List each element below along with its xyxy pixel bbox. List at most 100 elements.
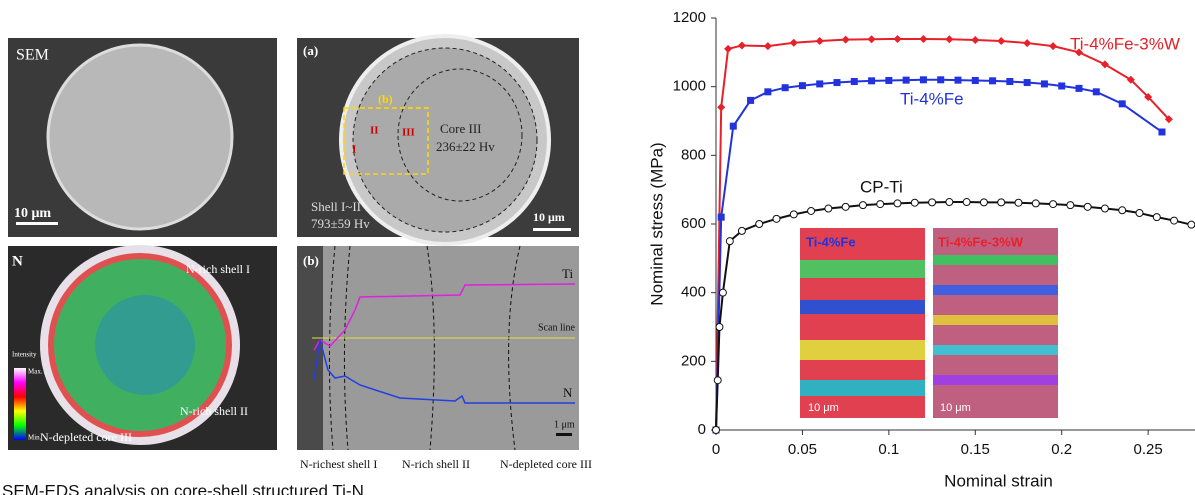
inset-grain bbox=[800, 340, 925, 360]
inset-grain bbox=[933, 285, 1058, 295]
marker bbox=[1126, 75, 1135, 84]
inset-grain bbox=[933, 345, 1058, 355]
marker bbox=[712, 426, 720, 434]
x-tick-label: 0.15 bbox=[961, 441, 990, 458]
marker bbox=[789, 210, 798, 219]
inset-grain bbox=[933, 255, 1058, 265]
marker bbox=[945, 198, 954, 207]
inset-label: Ti-4%Fe-3%W bbox=[938, 234, 1024, 249]
y-tick-label: 400 bbox=[681, 284, 706, 301]
marker bbox=[979, 198, 988, 207]
zone-caption: N-richest shell I bbox=[300, 457, 377, 471]
caption: SEM-EDS analysis on core-shell structure… bbox=[2, 481, 364, 495]
zone-label: III bbox=[402, 127, 415, 139]
marker bbox=[919, 34, 928, 43]
marker bbox=[781, 84, 789, 92]
scale-bar bbox=[533, 228, 571, 231]
inset-grain bbox=[933, 315, 1058, 325]
marker bbox=[928, 198, 937, 207]
marker bbox=[971, 76, 979, 84]
marker bbox=[868, 77, 876, 85]
marker bbox=[764, 88, 772, 96]
inset-scale: 10 μm bbox=[940, 402, 971, 414]
series-label: Ti-4%Fe-3%W bbox=[1070, 34, 1180, 53]
map-annotation: N-rich shell II bbox=[180, 404, 248, 418]
panel-label: (a) bbox=[303, 43, 318, 58]
marker bbox=[789, 38, 798, 47]
marker bbox=[737, 226, 746, 235]
x-axis-title: Nominal strain bbox=[944, 471, 1053, 490]
marker bbox=[954, 76, 962, 84]
shell-label: Shell I~II bbox=[311, 199, 361, 214]
chart: Ti-4%Fe Ti-4%Fe-3%W 10 μm 10 μm 0 200 400 6… bbox=[647, 9, 1195, 490]
marker bbox=[1049, 42, 1058, 51]
y-tick-label: 1200 bbox=[673, 9, 706, 26]
marker bbox=[755, 220, 764, 228]
marker bbox=[893, 199, 902, 208]
marker bbox=[815, 37, 824, 46]
zone-label: I bbox=[352, 144, 356, 156]
core-depleted bbox=[95, 295, 195, 395]
core-boundary bbox=[397, 68, 523, 202]
sem-image bbox=[297, 246, 579, 450]
marker bbox=[747, 96, 755, 104]
marker bbox=[841, 202, 850, 211]
x-tick-label: 0.25 bbox=[1134, 441, 1163, 458]
scale-bar bbox=[556, 433, 572, 436]
inset-label: Ti-4%Fe bbox=[806, 234, 856, 249]
color-bar-title: Intensity bbox=[12, 351, 37, 359]
marker bbox=[763, 42, 772, 51]
marker bbox=[850, 78, 858, 86]
marker bbox=[1152, 213, 1161, 222]
zoom-box bbox=[343, 107, 429, 175]
marker bbox=[1023, 79, 1031, 87]
marker bbox=[962, 198, 971, 207]
particle bbox=[46, 43, 234, 231]
marker bbox=[945, 35, 954, 44]
marker bbox=[717, 213, 725, 221]
series-label: Ti-4%Fe bbox=[900, 89, 964, 108]
profile-label: Ti bbox=[562, 266, 573, 281]
marker bbox=[1006, 78, 1014, 86]
shell-hardness: 793±59 Hv bbox=[311, 216, 370, 231]
marker bbox=[807, 206, 816, 215]
marker bbox=[867, 35, 876, 44]
marker bbox=[772, 214, 781, 223]
marker bbox=[718, 288, 727, 297]
marker bbox=[876, 200, 885, 209]
x-tick-label: 0.1 bbox=[878, 441, 899, 458]
marker bbox=[1023, 39, 1032, 48]
marker bbox=[737, 41, 746, 50]
scale-label: 1 μm bbox=[554, 419, 575, 430]
core-hardness: 236±22 Hv bbox=[436, 139, 495, 154]
marker bbox=[1158, 128, 1166, 136]
marker bbox=[715, 323, 724, 331]
map-annotation: N-depleted core III bbox=[40, 430, 132, 444]
marker bbox=[1100, 60, 1109, 69]
marker bbox=[717, 103, 726, 112]
marker bbox=[1014, 198, 1023, 207]
marker bbox=[1083, 202, 1092, 211]
y-tick-label: 1000 bbox=[673, 78, 706, 95]
marker bbox=[833, 79, 841, 87]
scale-bar bbox=[16, 222, 58, 225]
marker bbox=[1164, 115, 1173, 124]
marker bbox=[729, 122, 737, 130]
marker bbox=[919, 76, 927, 84]
y-tick-label: 800 bbox=[681, 146, 706, 163]
ti-profile bbox=[313, 283, 576, 351]
panel-label: SEM bbox=[16, 47, 49, 64]
marker bbox=[798, 82, 806, 90]
marker bbox=[910, 198, 919, 207]
marker bbox=[971, 35, 980, 44]
marker bbox=[1075, 48, 1083, 57]
marker bbox=[1058, 82, 1066, 90]
n-profile bbox=[313, 339, 575, 404]
panel-label: N bbox=[12, 253, 23, 269]
marker bbox=[824, 204, 833, 213]
marker bbox=[937, 76, 945, 84]
marker bbox=[1118, 206, 1127, 215]
marker bbox=[713, 376, 722, 385]
scale-label: 10 μm bbox=[533, 210, 565, 224]
